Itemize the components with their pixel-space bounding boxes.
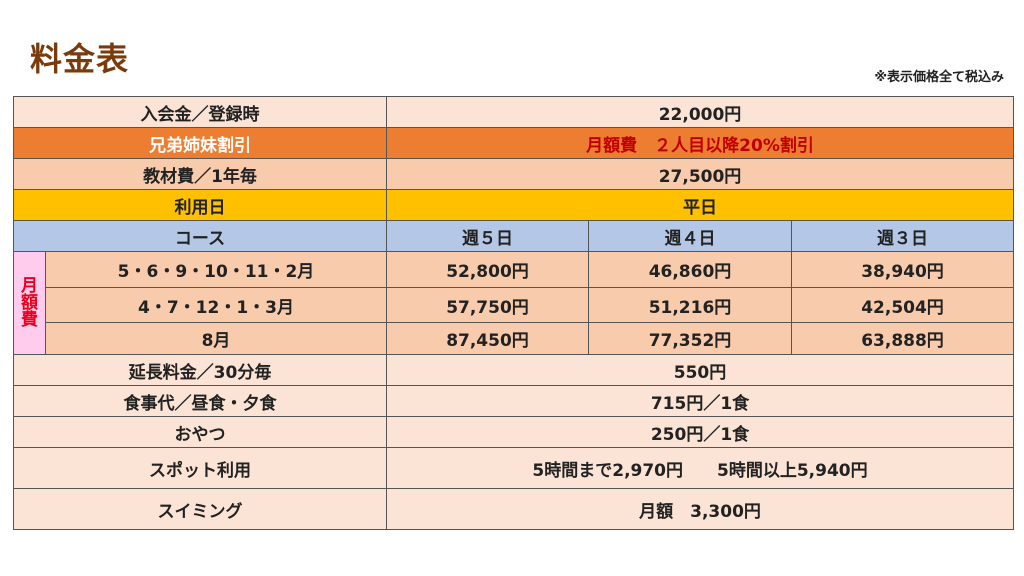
monthly-price: 51,216円 bbox=[588, 287, 792, 323]
extension-value: 550円 bbox=[385, 354, 1015, 386]
spot-label: スポット利用 bbox=[13, 447, 387, 489]
monthly-months: 4・7・12・1・3月 bbox=[45, 287, 387, 323]
row-extension: 延長料金／30分毎 550円 bbox=[13, 354, 1015, 386]
admission-label: 入会金／登録時 bbox=[13, 96, 387, 128]
admission-value: 22,000円 bbox=[385, 96, 1015, 128]
materials-value: 27,500円 bbox=[385, 158, 1015, 190]
row-course-header: コース 週５日 週４日 週３日 bbox=[13, 220, 1015, 252]
course-col-4days: 週４日 bbox=[588, 220, 792, 252]
monthly-price: 87,450円 bbox=[386, 322, 589, 355]
row-monthly-2: 4・7・12・1・3月 57,750円 51,216円 42,504円 bbox=[14, 287, 1015, 323]
swimming-value: 月額 3,300円 bbox=[385, 488, 1015, 530]
fee-table: 入会金／登録時 22,000円 兄弟姉妹割引 月額費 ２人目以降20%割引 教材… bbox=[13, 96, 1015, 530]
side-label-char: 額 bbox=[21, 292, 38, 313]
monthly-price: 63,888円 bbox=[790, 322, 1015, 355]
sibling-label: 兄弟姉妹割引 bbox=[13, 127, 387, 159]
days-value: 平日 bbox=[385, 189, 1015, 221]
tax-note: ※表示価格全て税込み bbox=[874, 70, 1004, 85]
monthly-months: 5・6・9・10・11・2月 bbox=[45, 251, 387, 288]
side-label-char: 費 bbox=[21, 309, 38, 330]
row-days: 利用日 平日 bbox=[13, 189, 1015, 221]
snack-value: 250円／1食 bbox=[385, 416, 1015, 448]
row-monthly-1: 月 額 費 5・6・9・10・11・2月 52,800円 46,860円 38,… bbox=[13, 251, 1015, 355]
row-swimming: スイミング 月額 3,300円 bbox=[13, 488, 1015, 530]
sibling-value: 月額費 ２人目以降20%割引 bbox=[385, 127, 1015, 159]
meals-label: 食事代／昼食・夕食 bbox=[13, 385, 387, 417]
side-label-char: 月 bbox=[21, 275, 38, 296]
meals-value: 715円／1食 bbox=[385, 385, 1015, 417]
monthly-price: 77,352円 bbox=[588, 322, 792, 355]
monthly-side-label: 月 額 費 bbox=[13, 251, 46, 355]
monthly-months: 8月 bbox=[45, 322, 387, 355]
row-snack: おやつ 250円／1食 bbox=[13, 416, 1015, 448]
monthly-price: 46,860円 bbox=[588, 251, 792, 288]
extension-label: 延長料金／30分毎 bbox=[13, 354, 387, 386]
course-col-3days: 週３日 bbox=[790, 220, 1015, 252]
row-meals: 食事代／昼食・夕食 715円／1食 bbox=[13, 385, 1015, 417]
row-sibling-discount: 兄弟姉妹割引 月額費 ２人目以降20%割引 bbox=[13, 127, 1015, 159]
page-title: 料金表 bbox=[30, 40, 130, 78]
row-monthly-3: 8月 87,450円 77,352円 63,888円 bbox=[14, 322, 1015, 355]
snack-label: おやつ bbox=[13, 416, 387, 448]
swimming-label: スイミング bbox=[13, 488, 387, 530]
materials-label: 教材費／1年毎 bbox=[13, 158, 387, 190]
row-materials: 教材費／1年毎 27,500円 bbox=[13, 158, 1015, 190]
monthly-price: 52,800円 bbox=[386, 251, 589, 288]
course-header-label: コース bbox=[13, 220, 387, 252]
spot-value: 5時間まで2,970円 5時間以上5,940円 bbox=[385, 447, 1015, 489]
row-spot: スポット利用 5時間まで2,970円 5時間以上5,940円 bbox=[13, 447, 1015, 489]
monthly-price: 42,504円 bbox=[790, 287, 1015, 323]
row-admission: 入会金／登録時 22,000円 bbox=[13, 96, 1015, 128]
monthly-price: 38,940円 bbox=[790, 251, 1015, 288]
days-label: 利用日 bbox=[13, 189, 387, 221]
monthly-price: 57,750円 bbox=[386, 287, 589, 323]
course-col-5days: 週５日 bbox=[386, 220, 589, 252]
